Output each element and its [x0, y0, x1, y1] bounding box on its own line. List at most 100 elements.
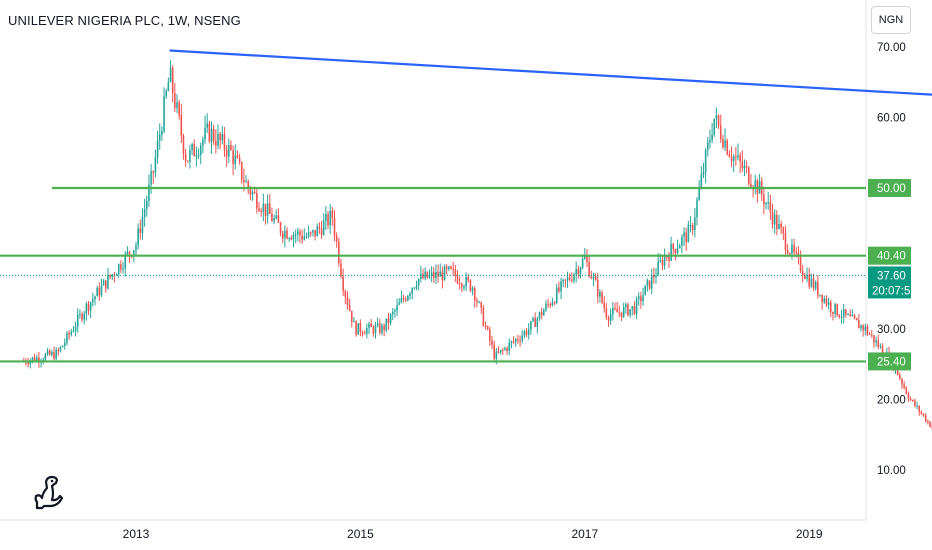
candle-body [107, 274, 109, 289]
candle-body [858, 320, 860, 329]
candle-body [538, 312, 541, 319]
candle-body [171, 67, 174, 94]
candle-body [614, 307, 616, 310]
candle-body [726, 140, 729, 155]
candle-body [398, 302, 401, 305]
candle-body [853, 315, 856, 319]
candle-body [810, 278, 813, 287]
candle-body [236, 155, 239, 158]
candle-body [189, 150, 191, 162]
candle-body [855, 318, 858, 321]
candle-body [594, 276, 597, 281]
candle-body [38, 357, 40, 363]
candle-body [275, 215, 278, 219]
candle-body [247, 181, 249, 189]
candle-body [316, 226, 319, 237]
candle-body [633, 306, 636, 314]
candle-body [219, 133, 221, 141]
candle-body [176, 102, 178, 108]
candle-body [665, 256, 668, 258]
candle-body [510, 341, 513, 343]
candle-body [676, 248, 679, 253]
candle-body [517, 339, 519, 341]
candle-body [303, 236, 306, 240]
candle-body [916, 405, 918, 407]
candle-body [596, 280, 599, 297]
currency-button[interactable]: NGN [871, 6, 911, 34]
candle-body [663, 256, 666, 266]
candle-body [249, 188, 252, 195]
candle-body [534, 317, 536, 327]
candle-body [441, 271, 444, 281]
candle-body [847, 314, 849, 316]
candle-body [791, 244, 793, 254]
candle-body [624, 304, 627, 308]
candle-body [268, 203, 271, 214]
trend-line[interactable] [169, 49, 932, 133]
candle-body [860, 325, 862, 329]
candle-body [489, 329, 491, 341]
candle-body [161, 131, 163, 135]
candle-body [851, 315, 854, 317]
candle-body [415, 285, 418, 288]
candle-body [842, 309, 845, 317]
drawing-lines[interactable] [0, 49, 932, 363]
y-tick-label: 20.00 [877, 395, 906, 407]
candle-body [650, 275, 653, 289]
candle-body [713, 118, 716, 135]
candle-body [724, 140, 726, 148]
candle-body [558, 287, 560, 292]
candle-body [31, 357, 34, 361]
candle-body [51, 352, 53, 355]
candle-body [612, 307, 614, 315]
candle-body [281, 233, 284, 239]
candle-body [776, 214, 778, 229]
candle-body [698, 188, 700, 200]
candle-body [299, 231, 301, 236]
candle-body [145, 200, 148, 210]
candle-body [763, 194, 765, 205]
candle-body [133, 250, 135, 257]
candle-body [461, 283, 463, 288]
candle-body [307, 232, 310, 237]
candle-body [74, 326, 77, 331]
candle-body [396, 304, 398, 311]
candle-body [735, 156, 737, 158]
candle-body [53, 352, 55, 359]
candle-body [94, 296, 96, 300]
candle-body [109, 274, 111, 278]
candle-body [232, 149, 234, 165]
candle-body [366, 328, 368, 334]
candle-body [637, 296, 640, 300]
candle-body [737, 154, 739, 158]
candle-body [584, 256, 586, 259]
candle-body [793, 244, 795, 252]
candle-body [85, 303, 88, 314]
candle-body [346, 296, 349, 305]
tradingview-logo-icon [34, 475, 64, 510]
candle-body [124, 254, 127, 269]
candle-body [672, 244, 675, 250]
candle-body [389, 314, 392, 324]
candle-body [148, 184, 150, 201]
candle-body [586, 256, 588, 262]
candle-body [33, 357, 36, 362]
candle-body [251, 192, 254, 195]
level-tag-label: 50.00 [877, 183, 906, 195]
candle-body [493, 344, 495, 359]
candle-body [458, 283, 461, 285]
candle-body [258, 208, 260, 211]
candle-body [81, 313, 83, 320]
candle-body [907, 393, 910, 400]
axes: 10.0020.0030.0040.0050.0060.0070.0020132… [123, 42, 906, 541]
candle-body [277, 215, 280, 223]
candle-body [195, 155, 198, 157]
candle-body [808, 274, 810, 287]
candle-body [294, 234, 297, 236]
candle-body [320, 228, 323, 235]
candle-body [383, 325, 385, 331]
candle-body [428, 274, 431, 278]
candle-body [896, 367, 899, 376]
candle-body [616, 309, 618, 313]
